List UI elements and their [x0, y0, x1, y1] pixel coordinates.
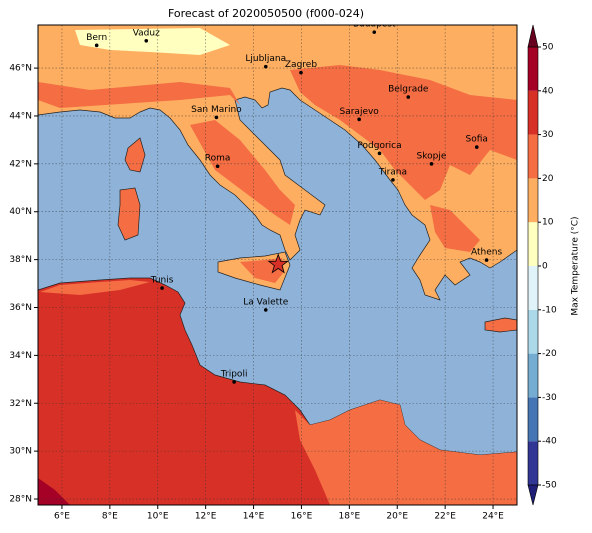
city-dot: [160, 286, 164, 290]
land-crete: [484, 317, 517, 333]
city-dot: [391, 178, 395, 182]
colorbar-extend-over: [527, 24, 539, 48]
colorbar-tick-label: 40: [542, 86, 554, 96]
colorbar-band: [528, 309, 538, 354]
y-tick-label: 38°N: [9, 255, 32, 265]
colorbar-band: [528, 178, 538, 223]
x-tick-label: 10°E: [147, 512, 169, 522]
land-warm: [38, 82, 240, 108]
x-tick-label: 18°E: [339, 512, 361, 522]
city-dot: [215, 164, 220, 169]
land-warm: [290, 65, 517, 200]
land-coastal-warm: [295, 400, 517, 505]
city-label: Skopje: [417, 151, 447, 161]
colorbar-band: [528, 90, 538, 135]
city-label: La Valette: [243, 297, 288, 307]
colorbar-label: Max Temperature (°C): [571, 216, 581, 315]
city-dot: [474, 145, 479, 149]
x-tick-label: 24°E: [482, 512, 504, 522]
city-label: Bern: [86, 33, 107, 43]
city-label: San Marino: [191, 105, 242, 115]
y-tick-label: 30°N: [9, 447, 32, 457]
city-label: Vaduz: [133, 28, 160, 38]
city-label: Sarajevo: [340, 107, 380, 117]
land-sardinia: [117, 187, 141, 241]
city-dot: [357, 117, 361, 122]
city-label: Athens: [471, 248, 502, 258]
colorbar-tick-label: -20: [542, 349, 557, 359]
x-tick-label: 16°E: [291, 512, 313, 522]
y-tick-label: 44°N: [9, 111, 32, 121]
land-corsica: [124, 137, 146, 173]
city-dot: [144, 39, 149, 43]
colorbar-tick-label: 30: [542, 130, 554, 140]
map-frame: [37, 24, 518, 506]
y-tick-label: 40°N: [9, 207, 32, 217]
city-dot: [94, 43, 99, 48]
colorbar-tick-label: -40: [542, 437, 557, 447]
land-coastal-warm: [40, 280, 150, 295]
y-tick-label: 42°N: [9, 159, 32, 169]
land-cool: [75, 28, 230, 55]
axis-ticks: 6°E 8°E 10°E 12°E 14°E 16°E 18°E 20°E 22°E 24°E 28…: [9, 64, 504, 522]
city-label: Budapest: [353, 20, 396, 30]
city-dot: [263, 308, 268, 312]
x-tick-label: 20°E: [386, 512, 408, 522]
colorbar-tick-label: -30: [542, 393, 557, 403]
colorbar-band: [528, 441, 538, 485]
colorbar-tick-label: 20: [542, 174, 554, 184]
city-dot: [232, 380, 236, 384]
city-dot: [406, 95, 411, 99]
colorbar-band: [528, 134, 538, 179]
map-title: Forecast of 2020050500 (f000-024): [168, 7, 364, 20]
colorbar-tick-label: 10: [542, 218, 554, 228]
colorbar-tick-label: -50: [542, 481, 557, 491]
x-tick-label: 6°E: [54, 512, 70, 522]
city-dot: [214, 115, 219, 120]
city-label: Ljubljana: [245, 54, 286, 64]
city-dot: [377, 151, 382, 156]
colorbar-tick-label: 0: [542, 262, 548, 272]
land-warm: [430, 205, 480, 252]
colorbar-tick-label: -10: [542, 305, 557, 315]
colorbar-band: [528, 47, 538, 91]
colorbar-band: [528, 222, 538, 266]
graticule: [38, 25, 517, 505]
x-tick-label: 14°E: [243, 512, 265, 522]
city-dot: [429, 162, 434, 166]
x-tick-label: 8°E: [102, 512, 118, 522]
city-label: Tunis: [150, 276, 174, 286]
colorbar: -50 -40 -30 -20 -10 0 10 20 30 40 50: [527, 24, 557, 506]
city-label: Belgrade: [388, 85, 429, 95]
city-label: Tripoli: [220, 369, 248, 379]
location-marker: [267, 253, 289, 274]
city-label: Tirana: [378, 167, 407, 177]
city-dot: [263, 64, 268, 69]
x-tick-label: 12°E: [195, 512, 217, 522]
city-dot: [299, 70, 303, 75]
y-tick-label: 34°N: [9, 351, 32, 361]
x-tick-label: 22°E: [434, 512, 456, 522]
city-dot: [484, 258, 489, 262]
city-label: Sofia: [466, 135, 488, 145]
colorbar-band: [528, 397, 538, 442]
y-tick-label: 46°N: [9, 64, 32, 74]
colorbar-band: [528, 266, 538, 310]
colorbar-extend-under: [527, 484, 539, 506]
land-warm: [190, 120, 295, 225]
city-label: Roma: [205, 154, 231, 164]
y-tick-label: 36°N: [9, 303, 32, 313]
colorbar-tick-label: 50: [542, 43, 554, 53]
y-tick-label: 28°N: [9, 495, 32, 505]
city-label: Podgorica: [357, 141, 401, 151]
city-label: Zagreb: [285, 60, 317, 70]
y-tick-label: 32°N: [9, 399, 32, 409]
city-dot: [372, 30, 377, 34]
colorbar-band: [528, 353, 538, 398]
